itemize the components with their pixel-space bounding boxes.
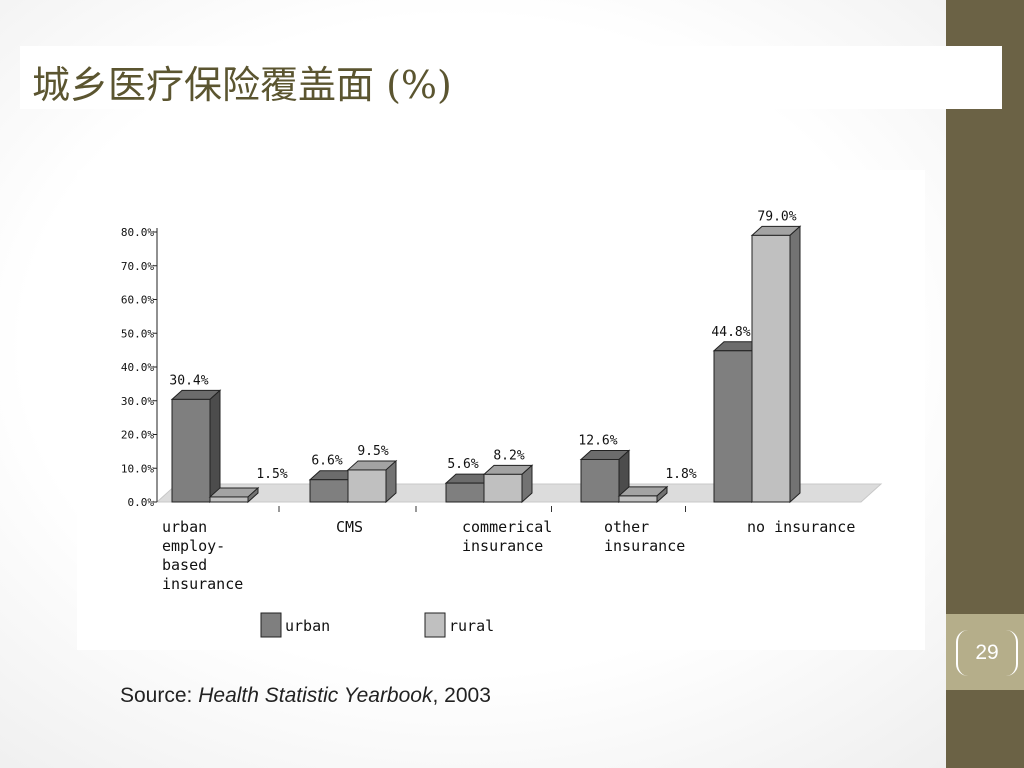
x-category-label: other [604, 518, 649, 536]
chart-panel: 0.0% 10.0% 20.0% 30.0% 40.0% 50.0% 60.0% 70.0% 8… [77, 170, 925, 650]
y-tick-label: 20.0% [121, 429, 154, 442]
urban-bar-face [445, 482, 485, 503]
y-tick-label: 0.0% [128, 496, 155, 509]
rural-data-label: 8.2% [493, 448, 524, 463]
rural-bar-face [483, 473, 523, 503]
y-tick-label: 50.0% [121, 327, 154, 340]
x-category-label: insurance [162, 575, 243, 593]
rural-data-label: 1.8% [665, 467, 696, 482]
y-tick-label: 70.0% [121, 260, 154, 273]
y-tick-label: 40.0% [121, 361, 154, 374]
rural-bar-face [751, 234, 791, 503]
rural-data-label: 9.5% [357, 444, 388, 459]
y-tick-label: 60.0% [121, 294, 154, 307]
rural-bar-face [347, 469, 387, 503]
x-category-label: insurance [604, 537, 685, 555]
rural-bar [346, 459, 398, 504]
rural-bar [750, 225, 802, 504]
source-prefix: Source: [120, 684, 199, 707]
urban-data-label: 30.4% [169, 373, 208, 388]
urban-data-label: 6.6% [311, 454, 342, 469]
x-category-label: insurance [462, 537, 543, 555]
urban-bar-face [309, 479, 349, 503]
rural-data-label: 79.0% [757, 209, 796, 224]
y-tick-label: 30.0% [121, 395, 154, 408]
slide-title: 城乡医疗保险覆盖面 (%) [32, 63, 452, 107]
rural-bar-face [209, 496, 249, 503]
urban-bar [579, 449, 631, 504]
bar-chart: 0.0% 10.0% 20.0% 30.0% 40.0% 50.0% 60.0% 70.0% 8… [121, 209, 883, 638]
urban-data-label: 12.6% [578, 433, 617, 448]
x-category-label: urban [162, 518, 207, 536]
source-title: Health Statistic Yearbook [198, 684, 433, 707]
source-year: , 2003 [432, 684, 491, 707]
title-box: 城乡医疗保险覆盖面 (%) [20, 46, 1002, 109]
legend-swatch-urban [260, 612, 282, 638]
urban-data-label: 5.6% [447, 457, 478, 472]
rural-bar [617, 485, 669, 504]
x-category-label: employ- [162, 537, 225, 555]
x-category-label: based [162, 556, 207, 574]
urban-bar-side [209, 389, 221, 504]
urban-bar-face [580, 458, 620, 503]
urban-data-label: 44.8% [711, 325, 750, 340]
rural-data-label: 1.5% [256, 467, 287, 482]
rural-bar-face [618, 495, 658, 503]
y-tick-label: 80.0% [121, 226, 154, 239]
legend-label-rural: rural [449, 617, 494, 635]
legend-label-urban: urban [285, 617, 330, 635]
legend-swatch-rural [424, 612, 446, 638]
urban-bar-face [171, 398, 211, 503]
rural-bar [208, 486, 260, 504]
y-tick-label: 10.0% [121, 462, 154, 475]
x-category-label: CMS [336, 518, 363, 536]
slide-number: 29 [956, 630, 1018, 676]
rural-bar [482, 464, 534, 504]
title-box-extension [946, 46, 1002, 109]
x-category-label: no insurance [747, 518, 855, 536]
x-category-label: commerical [462, 518, 552, 536]
slide-number-box [946, 614, 1024, 690]
urban-bar-face [713, 350, 753, 503]
urban-bar [170, 389, 222, 504]
source-note: Source: Health Statistic Yearbook, 2003 [120, 684, 491, 708]
rural-bar-side [789, 225, 801, 504]
